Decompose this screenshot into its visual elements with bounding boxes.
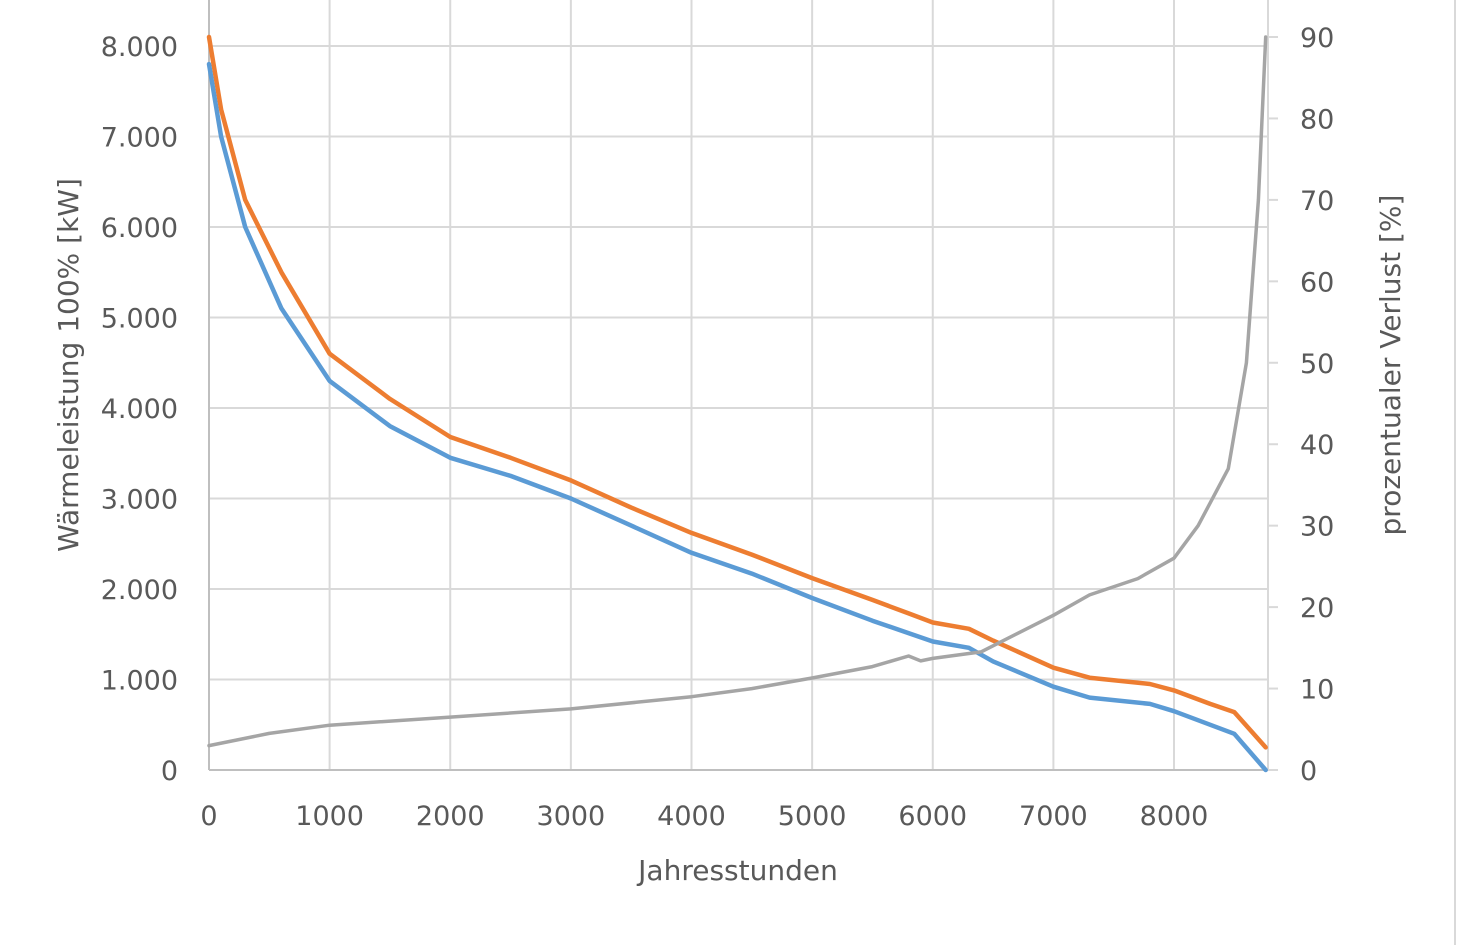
- y-tick-label: 3.000: [101, 485, 178, 516]
- y-tick-label: 6.000: [101, 213, 178, 244]
- y2-tick-label: 80: [1300, 104, 1334, 135]
- y-tick-label: 7.000: [101, 123, 178, 154]
- y-tick-label: 5.000: [101, 304, 178, 335]
- y-axis-label: Wärmeleistung 100% [kW]: [52, 178, 85, 552]
- y2-tick-label: 0: [1300, 756, 1317, 787]
- x-tick-label: 3000: [537, 801, 606, 832]
- series-line-blue: [206, 61, 1268, 773]
- y-tick-label: 8.000: [101, 32, 178, 63]
- axes: [208, 0, 1278, 771]
- x-tick-label: 2000: [416, 801, 485, 832]
- x-tick-label: 4000: [657, 801, 726, 832]
- y2-tick-label: 60: [1300, 267, 1334, 298]
- x-tick-label: 0: [200, 801, 217, 832]
- x-tick-label: 1000: [295, 801, 364, 832]
- x-tick-label: 6000: [898, 801, 967, 832]
- y-tick-label: 0: [161, 756, 178, 787]
- x-axis-label: Jahresstunden: [636, 854, 838, 887]
- y2-tick-label: 30: [1300, 512, 1334, 543]
- y2-tick-label: 90: [1300, 23, 1334, 54]
- series-lines: [206, 34, 1268, 773]
- x-tick-label: 7000: [1019, 801, 1088, 832]
- y2-tick-label: 20: [1300, 593, 1334, 624]
- y2-axis-label: prozentualer Verlust [%]: [1374, 195, 1407, 536]
- x-tick-label: 8000: [1140, 801, 1209, 832]
- tick-labels: 0 1000 2000 3000 4000 5000 6000 7000 8000 0 1.000 2…: [101, 23, 1335, 832]
- y-tick-label: 2.000: [101, 575, 178, 606]
- y2-tick-label: 10: [1300, 675, 1334, 706]
- y-tick-label: 1.000: [101, 666, 178, 697]
- y-tick-label: 4.000: [101, 394, 178, 425]
- x-tick-label: 5000: [778, 801, 847, 832]
- y2-tick-label: 50: [1300, 349, 1334, 380]
- series-line-orange: [206, 34, 1268, 750]
- y2-tick-label: 70: [1300, 186, 1334, 217]
- series-line-loss: [207, 35, 1268, 748]
- y2-tick-label: 40: [1300, 430, 1334, 461]
- gridlines: [209, 0, 1268, 770]
